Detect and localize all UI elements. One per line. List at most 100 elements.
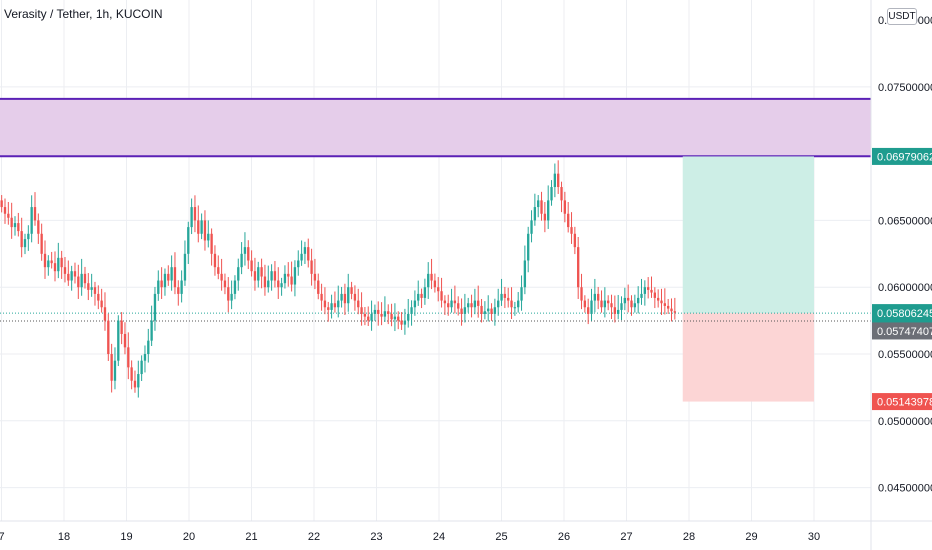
candle-body	[110, 354, 113, 381]
y-tick-label: 0.05000000	[878, 416, 932, 428]
candle-body	[27, 233, 30, 240]
drawing-layer	[0, 97, 871, 402]
candle-body	[480, 305, 483, 314]
candle-body	[67, 273, 70, 281]
candle-body	[373, 309, 377, 314]
candle-body	[640, 293, 643, 298]
x-tick-label: 25	[495, 531, 507, 543]
candle-body	[463, 307, 467, 314]
candle-body	[167, 273, 170, 281]
candle-body	[433, 280, 437, 288]
target-price-label: 0.06979062	[877, 151, 932, 163]
candle-body	[213, 253, 217, 268]
candle-body	[423, 287, 427, 298]
candle-body	[177, 287, 180, 294]
candle-body	[130, 367, 133, 381]
candle-body	[490, 308, 493, 314]
candle-body	[43, 253, 47, 268]
candle-body	[20, 231, 23, 248]
x-tick-label: 19	[120, 531, 132, 543]
candle-body	[447, 303, 450, 308]
candle-body	[193, 207, 197, 221]
y-tick-label: 0.07500000	[878, 82, 932, 94]
candle-body	[293, 267, 297, 285]
candle-body	[220, 273, 223, 281]
candle-body	[247, 247, 250, 261]
target-price-label-bg	[872, 147, 932, 165]
candle-body	[623, 297, 627, 304]
candle-body	[443, 300, 447, 304]
candle-body	[573, 233, 577, 248]
candle-body	[157, 280, 160, 294]
candle-body	[107, 320, 110, 355]
candle-body	[60, 257, 63, 268]
candle-body	[617, 309, 620, 314]
candle-body	[580, 287, 583, 301]
candle-body	[17, 223, 20, 232]
candle-body	[207, 233, 210, 241]
candle-body	[627, 297, 630, 301]
candle-body	[450, 300, 453, 308]
candle-body	[113, 360, 117, 381]
candle-body	[653, 292, 657, 298]
candle-body	[280, 283, 283, 288]
candle-body	[70, 271, 73, 281]
x-tick-label: 21	[245, 531, 257, 543]
candle-body	[187, 227, 190, 254]
candle-body	[413, 300, 417, 308]
candle-body	[440, 291, 443, 301]
candle-body	[47, 260, 50, 268]
candle-body	[237, 267, 240, 281]
candle-body	[470, 303, 473, 308]
candle-body	[180, 280, 183, 294]
candle-body	[117, 320, 120, 361]
quote-currency-button[interactable]: USDT	[887, 8, 917, 25]
candle-body	[457, 303, 460, 309]
candle-body	[550, 187, 553, 201]
x-tick-label: 29	[745, 531, 757, 543]
candle-body	[267, 280, 270, 288]
candle-body	[153, 293, 157, 321]
candle-body	[203, 220, 207, 241]
candle-body	[633, 303, 637, 308]
candle-body	[263, 276, 267, 288]
candle-body	[427, 273, 430, 288]
candle-body	[600, 300, 603, 308]
candle-body	[210, 233, 213, 254]
candle-body	[483, 311, 487, 314]
candle-body	[663, 303, 667, 306]
candle-body	[560, 187, 563, 201]
candle-body	[503, 293, 507, 298]
candle-body	[323, 300, 327, 308]
candle-body	[287, 273, 290, 277]
candle-body	[453, 300, 457, 304]
candle-body	[377, 309, 380, 314]
candle-body	[330, 303, 333, 310]
candle-body	[303, 247, 307, 254]
candle-body	[557, 173, 560, 188]
candle-body	[340, 293, 343, 301]
candle-body	[317, 280, 320, 294]
candle-body	[190, 207, 193, 228]
candle-body	[0, 200, 3, 208]
position-stop-zone	[682, 313, 814, 402]
x-tick-label: 27	[620, 531, 632, 543]
candle-body	[77, 276, 80, 288]
candle-series	[0, 160, 677, 398]
candle-body	[37, 220, 40, 234]
candle-body	[300, 253, 303, 261]
candle-body	[243, 247, 247, 254]
candle-body	[563, 200, 567, 214]
candle-body	[650, 289, 653, 293]
candle-body	[240, 253, 243, 268]
candle-body	[23, 239, 27, 248]
candle-body	[407, 313, 410, 321]
candle-body	[97, 293, 100, 301]
candle-body	[83, 273, 87, 284]
candle-body	[537, 200, 540, 208]
candle-body	[57, 257, 60, 272]
candle-body	[590, 300, 593, 314]
candle-body	[100, 300, 103, 308]
